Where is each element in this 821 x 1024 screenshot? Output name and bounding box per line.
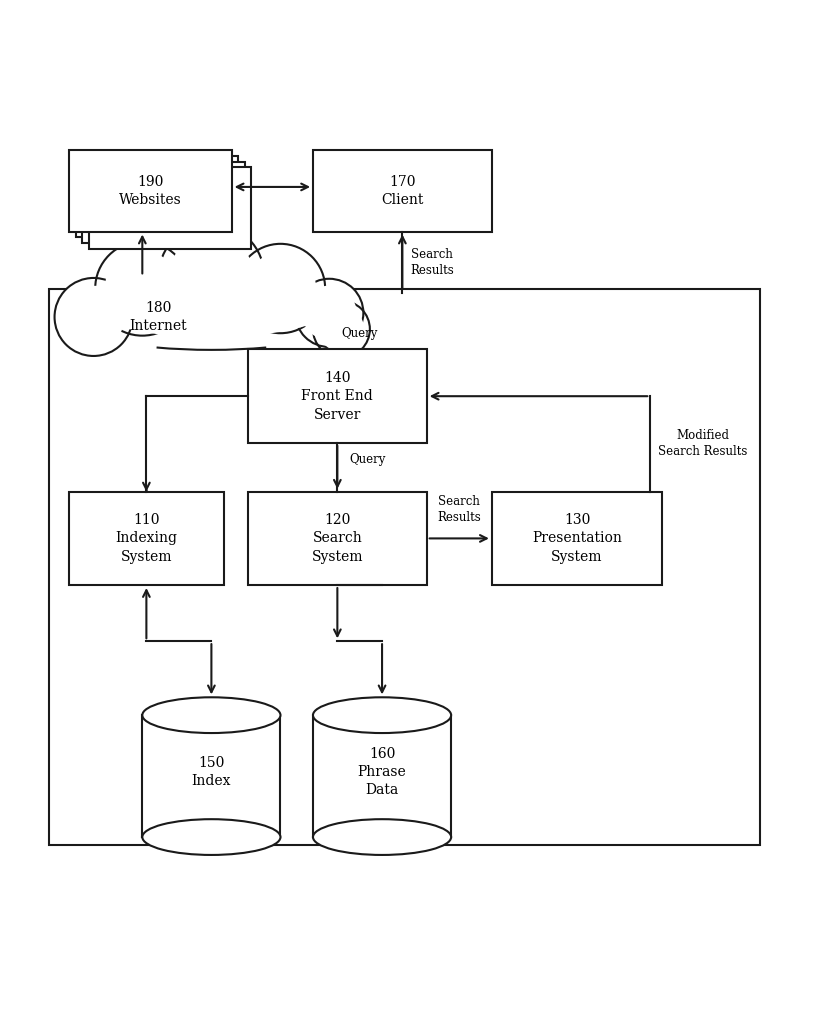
Circle shape	[245, 253, 316, 325]
Ellipse shape	[142, 819, 281, 855]
Ellipse shape	[142, 697, 281, 733]
Text: Query: Query	[350, 453, 386, 466]
Text: 140
Front End
Server: 140 Front End Server	[301, 371, 374, 422]
Text: 160
Phrase
Data: 160 Phrase Data	[358, 746, 406, 798]
Text: 110
Indexing
System: 110 Indexing System	[116, 513, 177, 564]
Circle shape	[158, 223, 264, 329]
Circle shape	[95, 242, 190, 336]
Text: 120
Search
System: 120 Search System	[312, 513, 363, 564]
Bar	[248, 349, 427, 443]
Circle shape	[302, 286, 356, 340]
Circle shape	[169, 234, 254, 318]
Bar	[313, 151, 492, 231]
Bar	[49, 289, 760, 845]
Ellipse shape	[73, 306, 333, 355]
Ellipse shape	[94, 281, 329, 337]
Bar	[142, 715, 281, 837]
Bar	[89, 168, 251, 249]
Text: 180
Internet: 180 Internet	[130, 301, 187, 333]
Circle shape	[104, 251, 180, 327]
Circle shape	[236, 244, 325, 333]
Text: 170
Client: 170 Client	[381, 175, 424, 207]
Text: 130
Presentation
System: 130 Presentation System	[532, 513, 622, 564]
Bar	[248, 492, 427, 585]
Ellipse shape	[313, 819, 451, 855]
Text: Search
Results: Search Results	[410, 248, 454, 276]
Text: 190
Websites: 190 Websites	[119, 175, 181, 207]
Bar	[82, 162, 245, 243]
Text: Query: Query	[342, 327, 378, 340]
Circle shape	[62, 286, 125, 348]
Circle shape	[313, 301, 370, 357]
Text: 100: 100	[69, 303, 95, 317]
Circle shape	[319, 306, 365, 352]
Text: Modified
Search Results: Modified Search Results	[658, 429, 748, 459]
Circle shape	[295, 279, 364, 347]
Bar	[492, 492, 663, 585]
Bar	[76, 156, 238, 238]
Text: 150
Index: 150 Index	[191, 756, 232, 788]
Bar	[313, 715, 451, 837]
Text: Search
Results: Search Results	[438, 495, 481, 524]
Bar	[69, 492, 223, 585]
Bar	[69, 151, 232, 231]
Ellipse shape	[313, 697, 451, 733]
Circle shape	[54, 278, 132, 356]
